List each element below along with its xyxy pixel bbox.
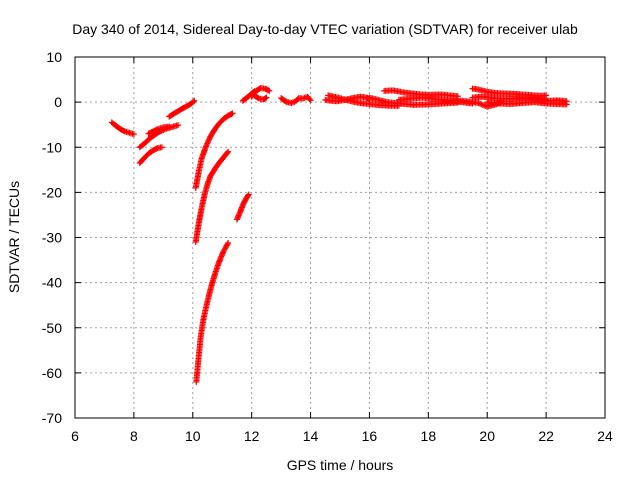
y-tick-label: -70 — [42, 410, 62, 426]
gridlines — [75, 57, 605, 418]
x-tick-label: 14 — [303, 428, 319, 444]
series-track-20-22.8 — [484, 99, 570, 108]
data-point-marker — [166, 123, 173, 130]
series-track-12.1-12.5 — [251, 92, 270, 103]
x-tick-label: 18 — [421, 428, 437, 444]
x-tick-label: 6 — [71, 428, 79, 444]
series-track-10-11.3 — [192, 110, 236, 191]
data-point-marker — [306, 96, 313, 103]
data-point-marker — [225, 148, 232, 155]
series-track-8.5-9.2 — [145, 123, 173, 137]
data-point-marker — [190, 98, 197, 105]
data-point-marker — [175, 122, 182, 129]
x-tick-label: 10 — [185, 428, 201, 444]
series-track-11.5-12 — [233, 191, 252, 223]
data-point-marker — [191, 97, 198, 104]
series-track-9.2-10 — [166, 97, 198, 120]
series-track-12-12.6 — [248, 85, 273, 100]
series-track-10.1-11.2 — [192, 148, 232, 246]
y-tick-label: -10 — [42, 139, 62, 155]
data-point-marker — [307, 97, 314, 104]
y-tick-label: 0 — [54, 94, 62, 110]
data-point-marker — [224, 241, 231, 248]
data-point-marker — [225, 239, 232, 246]
data-point-marker — [263, 94, 270, 101]
data-point-marker — [266, 87, 273, 94]
x-tick-label: 20 — [479, 428, 495, 444]
chart-title: Day 340 of 2014, Sidereal Day-to-day VTE… — [72, 21, 578, 37]
x-tick-label: 22 — [538, 428, 554, 444]
data-series — [108, 85, 570, 385]
x-axis-label: GPS time / hours — [287, 457, 394, 473]
y-tick-label: -20 — [42, 184, 62, 200]
data-point-marker — [563, 98, 570, 105]
data-point-marker — [262, 95, 269, 102]
y-tick-label: -30 — [42, 230, 62, 246]
y-axis-label: SDTVAR / TECUs — [6, 181, 22, 293]
data-point-marker — [158, 144, 165, 151]
x-tick-label: 24 — [597, 428, 613, 444]
data-point-marker — [224, 149, 231, 156]
x-tick-label: 16 — [362, 428, 378, 444]
series-track-13-14 — [278, 93, 314, 107]
x-tick-label: 12 — [244, 428, 260, 444]
y-tick-label: -40 — [42, 275, 62, 291]
data-point-marker — [130, 131, 137, 138]
series-track-7-8 — [108, 119, 137, 138]
axis-ticks: 6 8 10 12 14 16 18 20 22 24 10 0 -10 -20 -30 -40 -50 -60 -… — [42, 49, 613, 444]
series-track-8.2-9.2 — [136, 144, 165, 167]
series-track-21-22.8 — [513, 95, 570, 105]
y-tick-label: 10 — [46, 49, 62, 65]
data-point-marker — [244, 192, 251, 199]
y-tick-label: -50 — [42, 320, 62, 336]
x-tick-label: 8 — [130, 428, 138, 444]
data-point-marker — [229, 110, 236, 117]
series-track-10.1-11.2-deep — [193, 239, 232, 385]
data-point-marker — [245, 191, 252, 198]
y-tick-label: -60 — [42, 365, 62, 381]
